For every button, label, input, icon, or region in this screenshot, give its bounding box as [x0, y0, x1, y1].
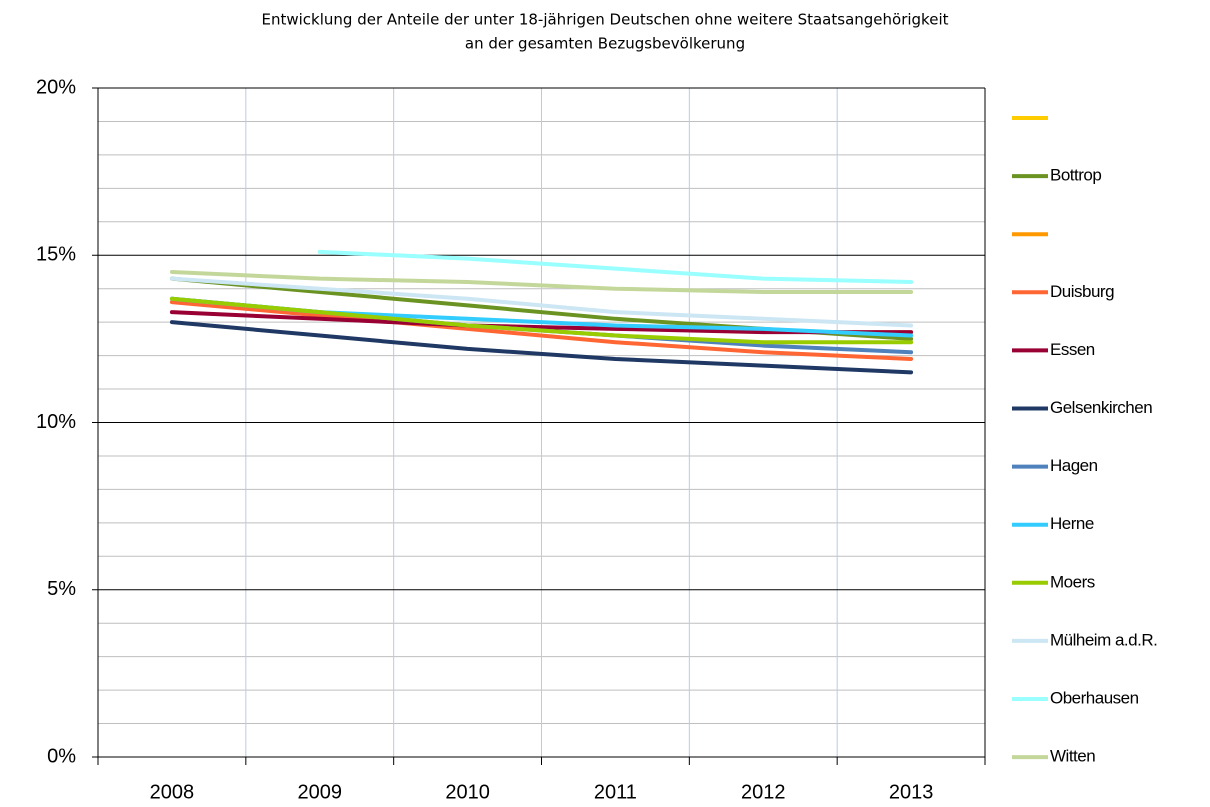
x-tick-label: 2012	[741, 781, 786, 803]
legend-label: Moers	[1050, 572, 1095, 591]
x-tick-label: 2009	[298, 781, 343, 803]
series-line	[169, 296, 914, 345]
chart-title: an der gesamten Bezugsbevölkerung	[465, 35, 745, 53]
x-tick-label: 2013	[889, 781, 934, 803]
y-tick-label: 5%	[47, 578, 76, 600]
y-tick-label: 15%	[36, 244, 76, 266]
series-line	[169, 300, 914, 361]
x-tick-label: 2010	[445, 781, 490, 803]
y-tick-label: 10%	[36, 411, 76, 433]
legend-label: Hagen	[1050, 456, 1098, 475]
x-tick-label: 2008	[150, 781, 195, 803]
y-tick-label: 20%	[36, 76, 76, 98]
series-line	[169, 269, 914, 295]
series-line	[169, 276, 914, 328]
chart-title: Entwicklung der Anteile der unter 18-jäh…	[261, 11, 948, 29]
y-tick-label: 0%	[47, 745, 76, 767]
legend-label: Oberhausen	[1050, 688, 1139, 707]
series-line	[169, 310, 914, 335]
legend-label: Gelsenkirchen	[1050, 398, 1152, 417]
legend-label: Mülheim a.d.R.	[1050, 630, 1157, 649]
legend-label: Herne	[1050, 514, 1094, 533]
x-tick-label: 2011	[594, 781, 637, 803]
legend-label: Witten	[1050, 747, 1095, 766]
legend-label: Essen	[1050, 340, 1095, 359]
series-line	[169, 320, 914, 375]
legend-label: Bottrop	[1050, 166, 1101, 185]
legend-label: Duisburg	[1050, 282, 1114, 301]
series-line	[317, 249, 914, 285]
